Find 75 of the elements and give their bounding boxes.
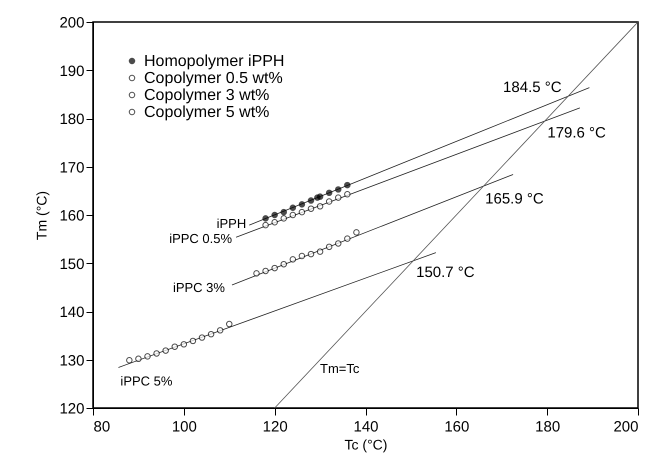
- annotation: 179.6 °C: [547, 124, 606, 142]
- x-tick-label: 160: [444, 418, 470, 436]
- point: [253, 270, 260, 277]
- point: [190, 338, 196, 344]
- point: [335, 186, 342, 193]
- annotation: iPPC 5%: [120, 373, 173, 388]
- point: [271, 219, 278, 226]
- point: [135, 356, 142, 362]
- point: [262, 215, 269, 222]
- point: [290, 256, 296, 263]
- x-tick-label: 80: [94, 418, 110, 436]
- point: [298, 252, 306, 260]
- point: [262, 222, 269, 228]
- point: [335, 194, 342, 201]
- point: [290, 204, 296, 211]
- y-tick-label: 130: [59, 352, 84, 370]
- point: [216, 327, 224, 334]
- point: [344, 182, 351, 188]
- point: [290, 212, 296, 218]
- y-axis-title: Tm (°C): [33, 190, 50, 240]
- point: [308, 205, 314, 212]
- y-tick-label: 150: [59, 256, 84, 273]
- point: [162, 347, 169, 354]
- point: [353, 229, 360, 236]
- legend-label: Copolymer 0.5 wt%: [144, 70, 283, 87]
- point: [208, 330, 214, 338]
- point: [153, 350, 160, 357]
- point: [344, 235, 351, 242]
- annotation: iPPH: [216, 216, 246, 232]
- point: [262, 268, 269, 274]
- x-tick-label: 100: [172, 418, 197, 436]
- y-tick-label: 160: [59, 208, 84, 224]
- y-tick-label: 200: [59, 14, 84, 32]
- x-tick-label: 180: [535, 418, 560, 436]
- point: [280, 260, 287, 268]
- x-tick-label: 120: [262, 418, 288, 436]
- annotation: iPPC 3%: [172, 280, 226, 295]
- point: [308, 197, 314, 204]
- point: [271, 212, 278, 218]
- point: [226, 320, 232, 328]
- point: [326, 198, 332, 205]
- legend-label: Copolymer 5 wt%: [144, 104, 270, 121]
- point: [308, 250, 314, 258]
- y-tick-label: 140: [59, 304, 84, 321]
- x-tick-label: 140: [353, 418, 379, 436]
- y-tick-label: 120: [59, 400, 84, 418]
- point: [326, 190, 332, 196]
- x-axis-title: Tc (°C): [344, 436, 388, 452]
- annotation: iPPC 0.5%: [169, 231, 232, 246]
- point: [316, 203, 324, 210]
- y-tick-label: 180: [59, 111, 84, 128]
- point: [326, 244, 332, 250]
- y-tick-label: 170: [59, 159, 84, 176]
- point: [280, 215, 287, 222]
- point: [144, 353, 151, 360]
- point: [344, 191, 351, 198]
- x-tick-label: 200: [613, 418, 638, 436]
- annotation: 184.5 °C: [503, 78, 562, 96]
- legend-label: Copolymer 3 wt%: [144, 87, 270, 104]
- point: [180, 341, 188, 348]
- point: [316, 193, 324, 200]
- annotation: Tm=Tc: [320, 361, 360, 376]
- point: [172, 343, 178, 350]
- point: [198, 334, 206, 341]
- point: [335, 240, 342, 247]
- point: [298, 208, 306, 216]
- point: [298, 201, 306, 208]
- annotation: 165.9 °C: [485, 190, 544, 208]
- point: [280, 208, 287, 216]
- point: [316, 248, 324, 255]
- point: [271, 264, 278, 272]
- point: [126, 357, 133, 364]
- y-tick-label: 190: [59, 62, 84, 80]
- annotation: 150.7 °C: [416, 264, 475, 281]
- legend-label: Homopolymer iPPH: [144, 53, 284, 70]
